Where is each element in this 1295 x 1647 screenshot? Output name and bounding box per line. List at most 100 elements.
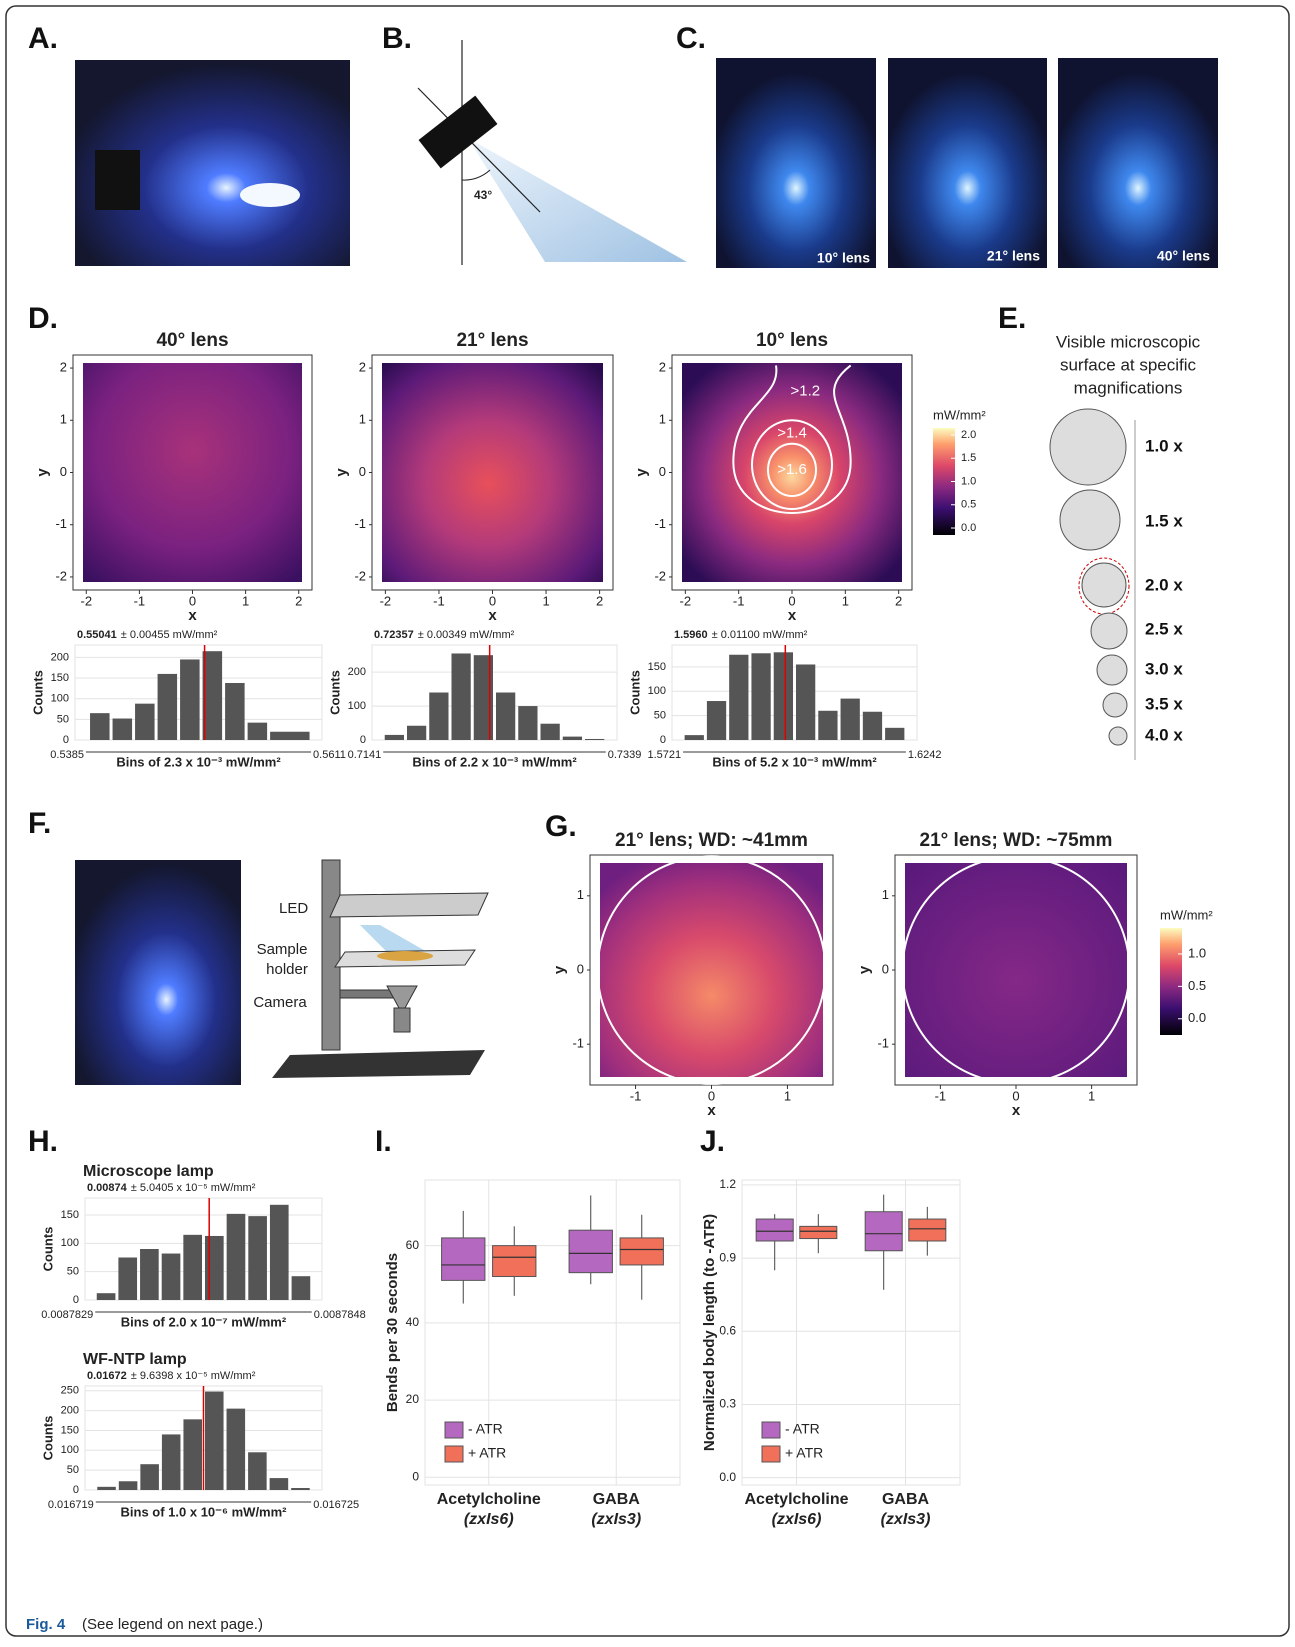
y-tick-label: 1: [659, 412, 666, 427]
y-tick-label: 100: [51, 693, 69, 705]
colorbar-tick-label: 0.0: [961, 522, 976, 534]
field-circle: [1060, 490, 1120, 550]
y-tick-label: 200: [51, 651, 69, 663]
y-tick-label: 0.6: [719, 1323, 736, 1337]
x-tick-label: 1: [542, 593, 549, 608]
heatmap: [905, 863, 1127, 1077]
y-axis-label: Counts: [327, 670, 342, 715]
y-axis-label: Counts: [40, 1227, 55, 1272]
x-tick-label: 0.016725: [313, 1499, 359, 1511]
x-axis-label: Bins of 1.0 x 10⁻⁶ mW/mm²: [121, 1504, 288, 1519]
bar: [270, 1205, 289, 1300]
e-title: magnifications: [1074, 378, 1183, 397]
colorbar-tick-label: 2.0: [961, 429, 976, 441]
camera-body: [394, 1008, 410, 1032]
bar: [97, 1487, 116, 1490]
mean-value: 0.01672: [87, 1370, 127, 1382]
x-tick-label: -1: [733, 593, 745, 608]
caption-text: (See legend on next page.): [82, 1616, 263, 1633]
x-tick-label: 0.7141: [348, 749, 382, 761]
sd-text: ± 5.0405 x 10⁻⁵ mW/mm²: [131, 1182, 256, 1194]
x-axis-label: x: [188, 607, 197, 624]
y-axis-label: y: [633, 468, 650, 477]
mag-label: 3.0 x: [1145, 659, 1183, 678]
y-tick-label: 0: [73, 1294, 79, 1306]
y-axis-label: Counts: [627, 670, 642, 715]
y-tick-label: 0: [359, 464, 366, 479]
panel-label: F.: [28, 807, 51, 840]
mag-label: 3.5 x: [1145, 694, 1183, 713]
bar: [162, 1254, 181, 1300]
y-tick-label: 0.9: [719, 1250, 736, 1264]
y-tick-label: 50: [654, 710, 666, 722]
box: [865, 1212, 902, 1251]
y-tick-label: 50: [67, 1266, 79, 1278]
strain-label: (zxIs3): [881, 1511, 931, 1528]
x-tick-label: 0.7339: [608, 749, 642, 761]
y-axis-label: Counts: [30, 670, 45, 715]
y-tick-label: 0: [659, 464, 666, 479]
x-tick-label: -1: [134, 593, 146, 608]
angle-arc: [462, 170, 490, 180]
bar: [203, 651, 223, 740]
x-tick-label: 1.5721: [647, 749, 681, 761]
contour-label: >1.6: [777, 461, 807, 478]
bar: [205, 1392, 224, 1490]
setup-diagram: LED Sample holder Camera: [253, 860, 488, 1078]
chart-title: 10° lens: [756, 330, 828, 351]
y-axis-label: Bends per 30 seconds: [384, 1253, 401, 1412]
bar: [496, 693, 515, 741]
mean-value: 0.72357: [374, 629, 414, 641]
bar: [292, 1276, 311, 1300]
legend-swatch: [762, 1446, 780, 1462]
y-tick-label: 0: [882, 961, 889, 976]
bar: [183, 1419, 202, 1490]
colorbar-tick-label: 0.5: [961, 499, 976, 511]
bar: [885, 728, 904, 740]
y-tick-label: 100: [61, 1237, 79, 1249]
x-axis-label: x: [488, 607, 497, 624]
field-circle: [1082, 563, 1126, 607]
box: [909, 1219, 946, 1241]
y-tick-label: -1: [354, 516, 366, 531]
x-axis-label: Bins of 2.3 x 10⁻³ mW/mm²: [116, 754, 281, 769]
x-tick-label: -1: [935, 1088, 947, 1103]
x-tick-label: Acetylcholine: [437, 1491, 541, 1508]
x-tick-label: 2: [895, 593, 902, 608]
heatmap: [600, 863, 823, 1077]
x-tick-label: -1: [630, 1088, 642, 1103]
bar: [385, 735, 404, 740]
lens-label: 10° lens: [817, 250, 870, 266]
x-tick-label: -2: [80, 593, 92, 608]
beam: [468, 138, 687, 262]
bar: [518, 706, 537, 740]
box: [569, 1230, 612, 1272]
photo-detail: [95, 150, 140, 210]
legend-swatch: [445, 1422, 463, 1438]
y-tick-label: 0: [73, 1484, 79, 1496]
caption-label: Fig. 4: [26, 1616, 66, 1633]
y-tick-label: 2: [359, 359, 366, 374]
y-tick-label: 2: [659, 359, 666, 374]
mag-label: 4.0 x: [1145, 725, 1183, 744]
strain-label: (zxIs6): [772, 1511, 822, 1528]
y-axis-label: y: [333, 468, 350, 477]
bar: [685, 735, 704, 740]
photo: [1058, 58, 1218, 268]
led-plate: [330, 893, 488, 917]
chart-title: 21° lens; WD: ~75mm: [920, 830, 1113, 851]
field-circle: [1091, 613, 1127, 649]
y-tick-label: 0: [412, 1469, 419, 1483]
box: [800, 1226, 837, 1238]
y-tick-label: 150: [61, 1209, 79, 1221]
y-tick-label: 0.3: [719, 1397, 736, 1411]
contour-label: >1.2: [791, 383, 821, 400]
angle-label: 43°: [474, 188, 492, 202]
y-tick-label: -1: [55, 516, 67, 531]
contour-label: >1.4: [777, 424, 807, 441]
bar: [796, 664, 815, 740]
e-title: surface at specific: [1060, 355, 1197, 374]
mag-label: 1.0 x: [1145, 436, 1183, 455]
heatmap: [83, 363, 302, 582]
x-tick-label: 1: [242, 593, 249, 608]
